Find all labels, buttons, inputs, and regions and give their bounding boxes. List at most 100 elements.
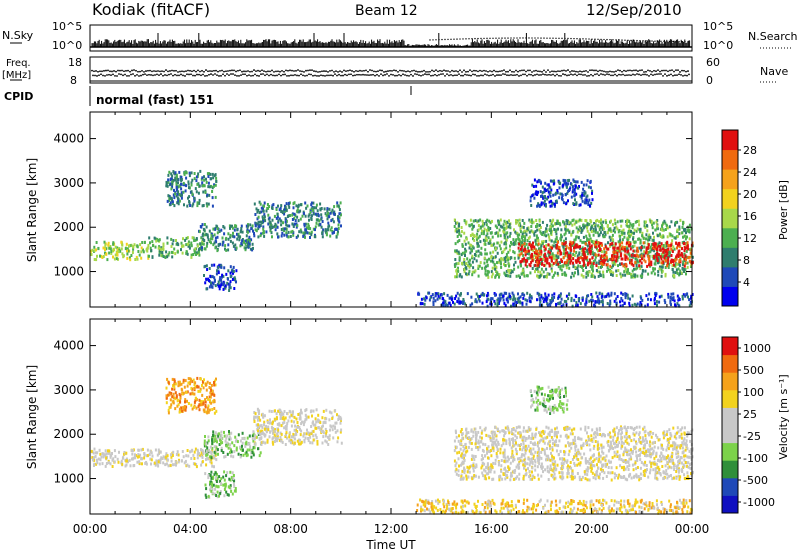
data-cell (285, 208, 288, 212)
data-cell (551, 201, 554, 205)
data-cell (551, 297, 553, 300)
data-cell (636, 266, 639, 270)
data-cell (595, 264, 598, 267)
data-cell (216, 269, 218, 273)
data-cell (258, 225, 261, 229)
data-cell (585, 301, 588, 305)
data-cell (661, 235, 664, 239)
freq-point (271, 69, 273, 72)
data-cell (475, 250, 478, 254)
data-cell (627, 219, 630, 223)
nsearch-point (687, 41, 689, 43)
data-cell (524, 298, 527, 302)
nave-point (272, 74, 274, 77)
freq-point (587, 71, 589, 73)
data-cell (688, 259, 691, 263)
freq-point (251, 70, 253, 73)
data-cell (464, 247, 467, 251)
data-cell (594, 258, 597, 262)
data-cell (337, 227, 340, 230)
data-cell (533, 196, 536, 200)
data-cell (510, 304, 512, 308)
freq-point (567, 69, 569, 71)
data-cell (670, 220, 673, 224)
data-cell (229, 226, 231, 230)
data-cell (615, 301, 618, 305)
data-cell (575, 220, 578, 224)
data-cell (215, 176, 218, 180)
data-cell (498, 244, 501, 248)
data-cell (643, 221, 646, 225)
data-cell (672, 245, 675, 249)
data-cell (481, 292, 484, 296)
data-cell (689, 251, 692, 255)
data-cell (489, 241, 492, 245)
data-cell (564, 224, 567, 228)
data-cell (465, 262, 468, 265)
data-cell (606, 225, 609, 229)
data-cell (584, 303, 587, 307)
data-cell (644, 220, 647, 224)
data-cell (552, 193, 555, 197)
data-cell (514, 260, 517, 264)
data-cell (197, 172, 200, 176)
data-cell (552, 218, 555, 222)
nave-point (282, 73, 284, 76)
nave-point (394, 74, 396, 77)
nsearch-point (435, 39, 437, 41)
data-cell (267, 213, 270, 217)
data-cell (602, 255, 604, 259)
nave-point (498, 74, 500, 76)
data-cell (681, 262, 684, 266)
data-cell (229, 233, 232, 237)
data-cell (652, 269, 655, 273)
nave-point (362, 73, 364, 76)
data-cell (129, 244, 132, 248)
freq-point (611, 70, 613, 73)
data-cell (556, 219, 559, 223)
data-cell (192, 202, 195, 206)
data-cell (560, 238, 563, 242)
nave-point (172, 74, 174, 77)
freq-point (149, 69, 151, 72)
freq-point (143, 70, 145, 73)
nave-point (110, 74, 112, 77)
data-cell (158, 238, 161, 242)
data-cell (475, 259, 478, 263)
data-cell (338, 212, 341, 216)
data-cell (466, 292, 469, 296)
data-cell (247, 237, 250, 241)
nave-point (268, 74, 270, 77)
data-cell (177, 185, 180, 189)
data-cell (523, 274, 526, 278)
data-cell (682, 293, 685, 297)
data-cell (654, 252, 657, 256)
data-cell (257, 235, 260, 239)
data-cell (220, 265, 223, 269)
nave-point (366, 74, 368, 76)
freq-point (323, 70, 325, 72)
freq-point (157, 70, 159, 72)
data-cell (650, 248, 653, 252)
freq-point (255, 70, 257, 73)
freq-point (455, 70, 457, 72)
data-cell (579, 256, 582, 260)
data-cell (279, 206, 282, 210)
data-cell (482, 238, 485, 242)
data-cell (579, 265, 582, 268)
data-cell (206, 204, 209, 208)
data-cell (645, 246, 648, 250)
data-cell (254, 213, 257, 216)
data-cell (333, 205, 336, 209)
data-cell (690, 294, 693, 298)
data-cell (530, 260, 533, 264)
data-cell (554, 257, 557, 261)
data-cell (112, 255, 114, 259)
data-cell (162, 244, 165, 248)
data-cell (169, 177, 172, 181)
data-cell (645, 237, 647, 241)
data-cell (588, 232, 591, 236)
data-cell (550, 259, 553, 263)
data-cell (508, 269, 511, 272)
data-cell (199, 225, 202, 228)
